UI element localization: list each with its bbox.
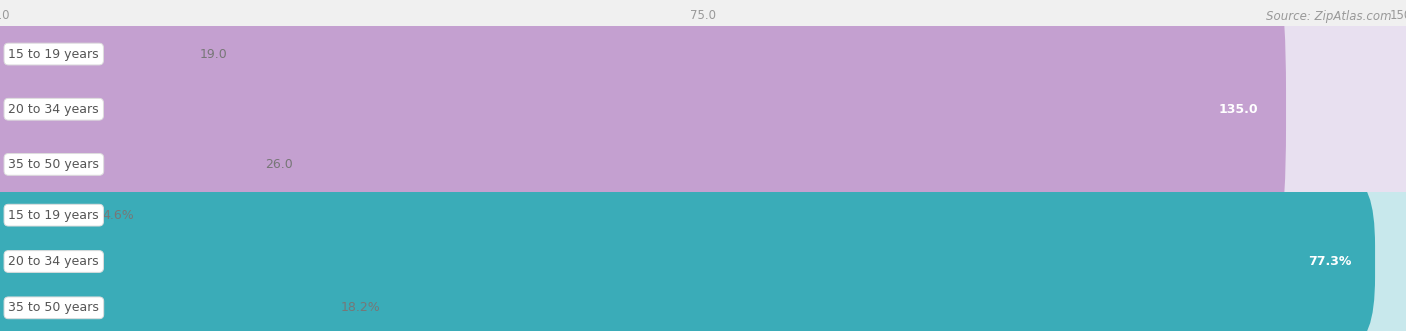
FancyBboxPatch shape xyxy=(0,0,1286,277)
Text: 77.3%: 77.3% xyxy=(1308,255,1351,268)
Text: 35 to 50 years: 35 to 50 years xyxy=(8,158,100,171)
Text: 26.0: 26.0 xyxy=(264,158,292,171)
FancyBboxPatch shape xyxy=(0,0,264,331)
FancyBboxPatch shape xyxy=(0,0,198,222)
Text: Source: ZipAtlas.com: Source: ZipAtlas.com xyxy=(1267,10,1392,23)
FancyBboxPatch shape xyxy=(0,0,1406,222)
Text: 18.2%: 18.2% xyxy=(340,301,381,314)
Text: 135.0: 135.0 xyxy=(1219,103,1258,116)
FancyBboxPatch shape xyxy=(0,0,1406,277)
Text: 20 to 34 years: 20 to 34 years xyxy=(8,103,98,116)
FancyBboxPatch shape xyxy=(0,225,336,331)
Text: 15 to 19 years: 15 to 19 years xyxy=(8,48,98,61)
FancyBboxPatch shape xyxy=(0,179,1406,331)
Text: 4.6%: 4.6% xyxy=(101,209,134,222)
Text: 15 to 19 years: 15 to 19 years xyxy=(8,209,98,222)
Text: 20 to 34 years: 20 to 34 years xyxy=(8,255,98,268)
FancyBboxPatch shape xyxy=(0,133,1406,298)
FancyBboxPatch shape xyxy=(0,179,1375,331)
Text: 19.0: 19.0 xyxy=(200,48,226,61)
FancyBboxPatch shape xyxy=(0,133,97,298)
FancyBboxPatch shape xyxy=(0,225,1406,331)
Text: 35 to 50 years: 35 to 50 years xyxy=(8,301,100,314)
